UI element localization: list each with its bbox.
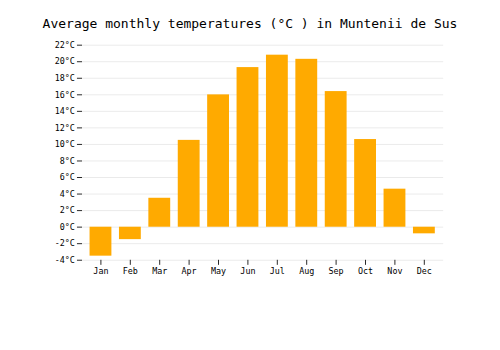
svg-text:Jun: Jun [240, 266, 255, 276]
svg-text:22°C: 22°C [55, 40, 75, 50]
svg-text:10°C: 10°C [55, 139, 75, 149]
svg-text:Apr: Apr [182, 266, 197, 276]
svg-text:Jan: Jan [93, 266, 108, 276]
svg-text:Dec: Dec [417, 266, 432, 276]
svg-text:-2°C: -2°C [55, 238, 75, 248]
svg-text:-4°C: -4°C [55, 255, 75, 265]
html-text:Average monthly temperatures (: Average monthly temperatures (°C ) in Mu… [42, 16, 458, 31]
svg-text:12°C: 12°C [55, 123, 75, 133]
svg-text:Feb: Feb [123, 266, 138, 276]
svg-text:Oct: Oct [358, 266, 373, 276]
svg-text:18°C: 18°C [55, 73, 75, 83]
svg-text:0°C: 0°C [60, 222, 75, 232]
svg-text:May: May [211, 266, 226, 276]
svg-text:2°C: 2°C [60, 205, 75, 215]
svg-text:4°C: 4°C [60, 189, 75, 199]
svg-text:14°C: 14°C [55, 106, 75, 116]
svg-text:20°C: 20°C [55, 56, 75, 66]
svg-text:Aug: Aug [299, 266, 314, 276]
svg-text:Jul: Jul [270, 266, 285, 276]
svg-text:Sep: Sep [329, 266, 344, 276]
svg-text:Mar: Mar [152, 266, 167, 276]
svg-text:Nov: Nov [387, 266, 402, 276]
svg-text:8°C: 8°C [60, 156, 75, 166]
svg-text:16°C: 16°C [55, 89, 75, 99]
svg-text:6°C: 6°C [60, 172, 75, 182]
